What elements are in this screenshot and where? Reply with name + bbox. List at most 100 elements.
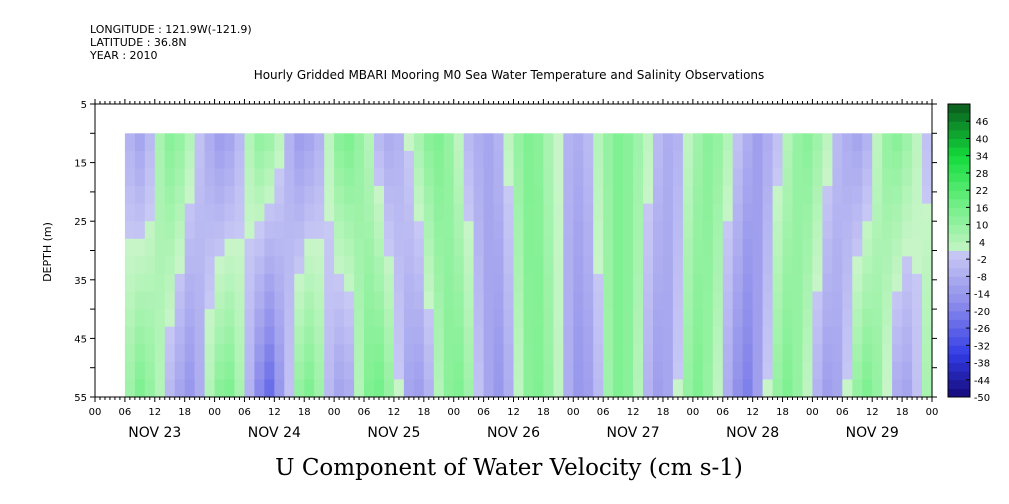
heatmap-cell <box>154 256 166 275</box>
heatmap-cell <box>603 221 614 240</box>
heatmap-cell <box>384 361 395 380</box>
heatmap-cell <box>772 221 784 240</box>
heatmap-cell <box>344 326 355 345</box>
heatmap-cell <box>314 379 325 398</box>
heatmap-cell <box>732 379 744 398</box>
heatmap-cell <box>194 150 206 170</box>
heatmap-cell <box>672 309 684 328</box>
heatmap-cell <box>643 361 654 380</box>
heatmap-cell <box>304 238 315 257</box>
heatmap-cell <box>214 133 226 152</box>
heatmap-cell <box>513 168 525 187</box>
heatmap-cell <box>244 168 256 187</box>
heatmap-cell <box>682 150 694 170</box>
heatmap-cell <box>643 221 654 240</box>
heatmap-cell <box>304 221 315 240</box>
heatmap-cell <box>364 133 375 152</box>
colorbar-tick-label: -20 <box>974 307 990 318</box>
heatmap-cell <box>732 133 744 152</box>
heatmap-cell <box>483 221 495 240</box>
heatmap-cell <box>722 309 734 328</box>
heatmap-cell <box>483 150 495 170</box>
heatmap-cell <box>882 326 893 345</box>
heatmap-cell <box>214 326 226 345</box>
heatmap-cell <box>513 361 525 380</box>
heatmap-cell <box>533 256 544 275</box>
heatmap-cell <box>224 186 236 205</box>
heatmap-cell <box>164 203 176 222</box>
heatmap-cell <box>453 379 465 398</box>
heatmap-cell <box>314 133 325 152</box>
heatmap-cell <box>742 273 754 293</box>
heatmap-cell <box>254 344 265 363</box>
heatmap-cell <box>144 344 156 363</box>
heatmap-cell <box>712 326 724 345</box>
heatmap-cell <box>334 186 345 205</box>
heatmap-cell <box>613 150 624 170</box>
heatmap-cell <box>692 256 704 275</box>
heatmap-cell <box>633 133 644 152</box>
heatmap-cell <box>403 203 415 222</box>
heatmap-cell <box>174 379 186 398</box>
heatmap-cell <box>912 186 923 205</box>
x-hour-tick-label: 18 <box>178 407 191 418</box>
heatmap-cell <box>274 168 285 187</box>
heatmap-cell <box>413 256 425 275</box>
heatmap-cell <box>643 309 654 328</box>
heatmap-cell <box>344 238 355 257</box>
heatmap-cell <box>364 150 375 170</box>
y-tick-label: 5 <box>81 100 87 111</box>
heatmap-cell <box>822 309 833 328</box>
heatmap-cell <box>882 168 893 187</box>
heatmap-cell <box>852 326 863 345</box>
heatmap-cell <box>822 291 833 310</box>
heatmap-cell <box>354 150 365 170</box>
heatmap-cell <box>493 221 505 240</box>
heatmap-cell <box>244 379 256 398</box>
heatmap-cell <box>782 150 794 170</box>
heatmap-cell <box>224 291 236 310</box>
heatmap-cell <box>314 361 325 380</box>
heatmap-cell <box>633 256 644 275</box>
x-hour-tick-label: 06 <box>119 407 132 418</box>
heatmap-cell <box>882 150 893 170</box>
heatmap-cell <box>463 309 475 328</box>
heatmap-cell <box>204 133 216 152</box>
colorbar-swatch <box>948 353 970 363</box>
colorbar-swatch <box>948 362 970 372</box>
heatmap-cell <box>463 150 475 170</box>
velocity-heatmap <box>124 133 933 398</box>
heatmap-cell <box>563 309 574 328</box>
heatmap-cell <box>254 133 265 152</box>
heatmap-cell <box>433 168 445 187</box>
heatmap-cell <box>214 168 226 187</box>
heatmap-cell <box>433 150 445 170</box>
heatmap-cell <box>523 273 535 293</box>
heatmap-cell <box>832 344 843 363</box>
heatmap-cell <box>922 256 933 275</box>
heatmap-cell <box>533 326 544 345</box>
x-day-label: NOV 26 <box>487 425 540 441</box>
heatmap-cell <box>453 309 465 328</box>
heatmap-cell <box>344 273 355 293</box>
heatmap-cell <box>124 238 136 257</box>
heatmap-cell <box>653 133 664 152</box>
heatmap-cell <box>413 361 425 380</box>
heatmap-cell <box>523 256 535 275</box>
heatmap-cell <box>204 344 216 363</box>
heatmap-cell <box>702 203 714 222</box>
heatmap-cell <box>433 379 445 398</box>
heatmap-cell <box>702 133 714 152</box>
x-day-label: NOV 23 <box>128 425 181 441</box>
heatmap-cell <box>742 361 754 380</box>
heatmap-cell <box>294 361 305 380</box>
heatmap-cell <box>304 379 315 398</box>
heatmap-cell <box>892 221 903 240</box>
heatmap-cell <box>862 361 873 380</box>
y-axis: 5 15 25 35 45 55 <box>74 100 937 404</box>
heatmap-cell <box>453 221 465 240</box>
heatmap-cell <box>583 186 594 205</box>
heatmap-cell <box>872 186 883 205</box>
heatmap-cell <box>603 256 614 275</box>
heatmap-cell <box>812 168 823 187</box>
